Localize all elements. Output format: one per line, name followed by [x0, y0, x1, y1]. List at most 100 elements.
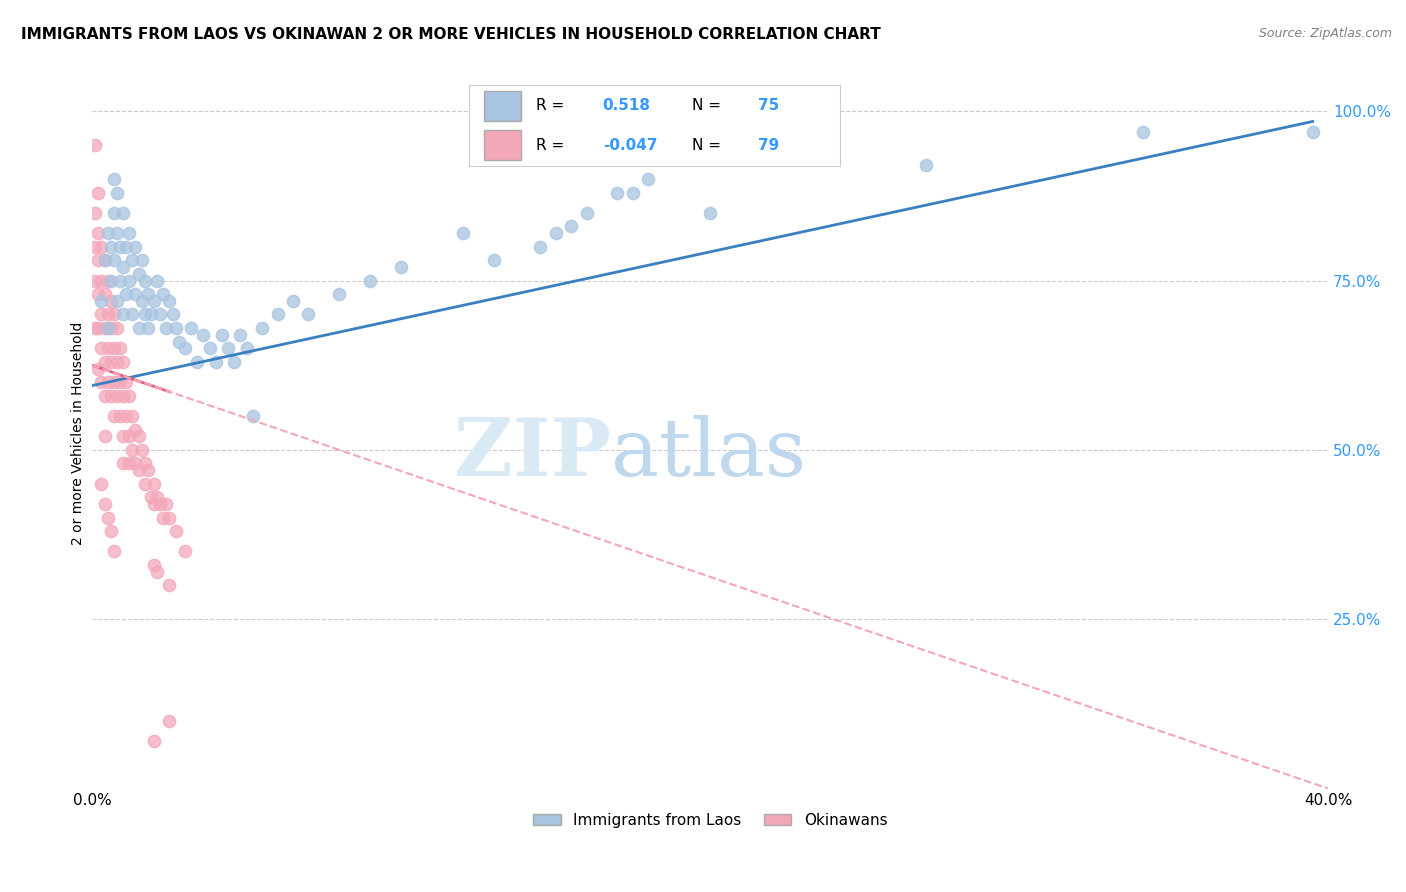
Point [152, 287, 174, 301]
Y-axis label: 2 or more Vehicles in Household: 2 or more Vehicles in Household [72, 321, 86, 545]
Point [108, 409, 131, 423]
Point [100, 274, 122, 288]
Point [90, 476, 112, 491]
Point [143, 293, 166, 308]
Point [915, 159, 938, 173]
Point [84, 240, 107, 254]
Point [112, 457, 135, 471]
Point [97, 274, 120, 288]
Point [242, 409, 264, 423]
Point [84, 274, 107, 288]
Point [87, 226, 110, 240]
Point [224, 355, 246, 369]
Point [143, 734, 166, 748]
Point [121, 409, 143, 423]
Point [699, 206, 721, 220]
Point [131, 253, 153, 268]
Point [103, 544, 125, 558]
Point [103, 409, 125, 423]
Point [90, 240, 112, 254]
Point [121, 442, 143, 457]
Point [159, 714, 181, 728]
Point [136, 287, 159, 301]
Point [173, 342, 195, 356]
Point [115, 409, 138, 423]
Point [560, 219, 582, 234]
Point [112, 355, 135, 369]
Point [87, 321, 110, 335]
Point [162, 308, 184, 322]
Point [328, 287, 350, 301]
Point [90, 308, 112, 322]
Point [118, 389, 141, 403]
Point [105, 321, 128, 335]
Point [112, 308, 135, 322]
Point [108, 274, 131, 288]
Point [115, 240, 138, 254]
Point [87, 287, 110, 301]
Text: atlas: atlas [612, 416, 807, 493]
Point [134, 476, 156, 491]
Point [93, 429, 115, 443]
Point [100, 240, 122, 254]
Point [146, 565, 169, 579]
Point [544, 226, 567, 240]
Point [281, 293, 304, 308]
Point [93, 355, 115, 369]
Point [108, 342, 131, 356]
Point [482, 253, 505, 268]
Point [105, 389, 128, 403]
Point [165, 524, 187, 538]
Point [575, 206, 598, 220]
Point [217, 342, 239, 356]
Text: ZIP: ZIP [454, 416, 612, 493]
Point [100, 355, 122, 369]
Point [131, 293, 153, 308]
Point [100, 321, 122, 335]
Point [180, 321, 202, 335]
Point [606, 186, 628, 200]
Text: Source: ZipAtlas.com: Source: ZipAtlas.com [1258, 27, 1392, 40]
Point [134, 308, 156, 322]
Point [1302, 125, 1324, 139]
Point [93, 321, 115, 335]
Point [112, 260, 135, 274]
Point [100, 293, 122, 308]
Point [124, 423, 146, 437]
Point [139, 491, 162, 505]
Point [143, 497, 166, 511]
Point [97, 375, 120, 389]
Point [211, 327, 233, 342]
Point [149, 497, 172, 511]
Point [159, 293, 181, 308]
Point [621, 186, 644, 200]
Point [97, 321, 120, 335]
Point [103, 308, 125, 322]
Point [167, 334, 190, 349]
Point [84, 206, 107, 220]
Point [159, 510, 181, 524]
Point [112, 206, 135, 220]
Point [134, 457, 156, 471]
Point [165, 321, 187, 335]
Point [97, 510, 120, 524]
Point [87, 253, 110, 268]
Legend: Immigrants from Laos, Okinawans: Immigrants from Laos, Okinawans [527, 807, 893, 834]
Point [124, 287, 146, 301]
Point [90, 375, 112, 389]
Text: IMMIGRANTS FROM LAOS VS OKINAWAN 2 OR MORE VEHICLES IN HOUSEHOLD CORRELATION CHA: IMMIGRANTS FROM LAOS VS OKINAWAN 2 OR MO… [21, 27, 880, 42]
Point [93, 497, 115, 511]
Point [93, 253, 115, 268]
Point [105, 186, 128, 200]
Point [389, 260, 412, 274]
Point [155, 497, 177, 511]
Point [87, 361, 110, 376]
Point [124, 240, 146, 254]
Point [90, 293, 112, 308]
Point [118, 457, 141, 471]
Point [134, 274, 156, 288]
Point [97, 308, 120, 322]
Point [100, 524, 122, 538]
Point [128, 267, 150, 281]
Point [139, 308, 162, 322]
